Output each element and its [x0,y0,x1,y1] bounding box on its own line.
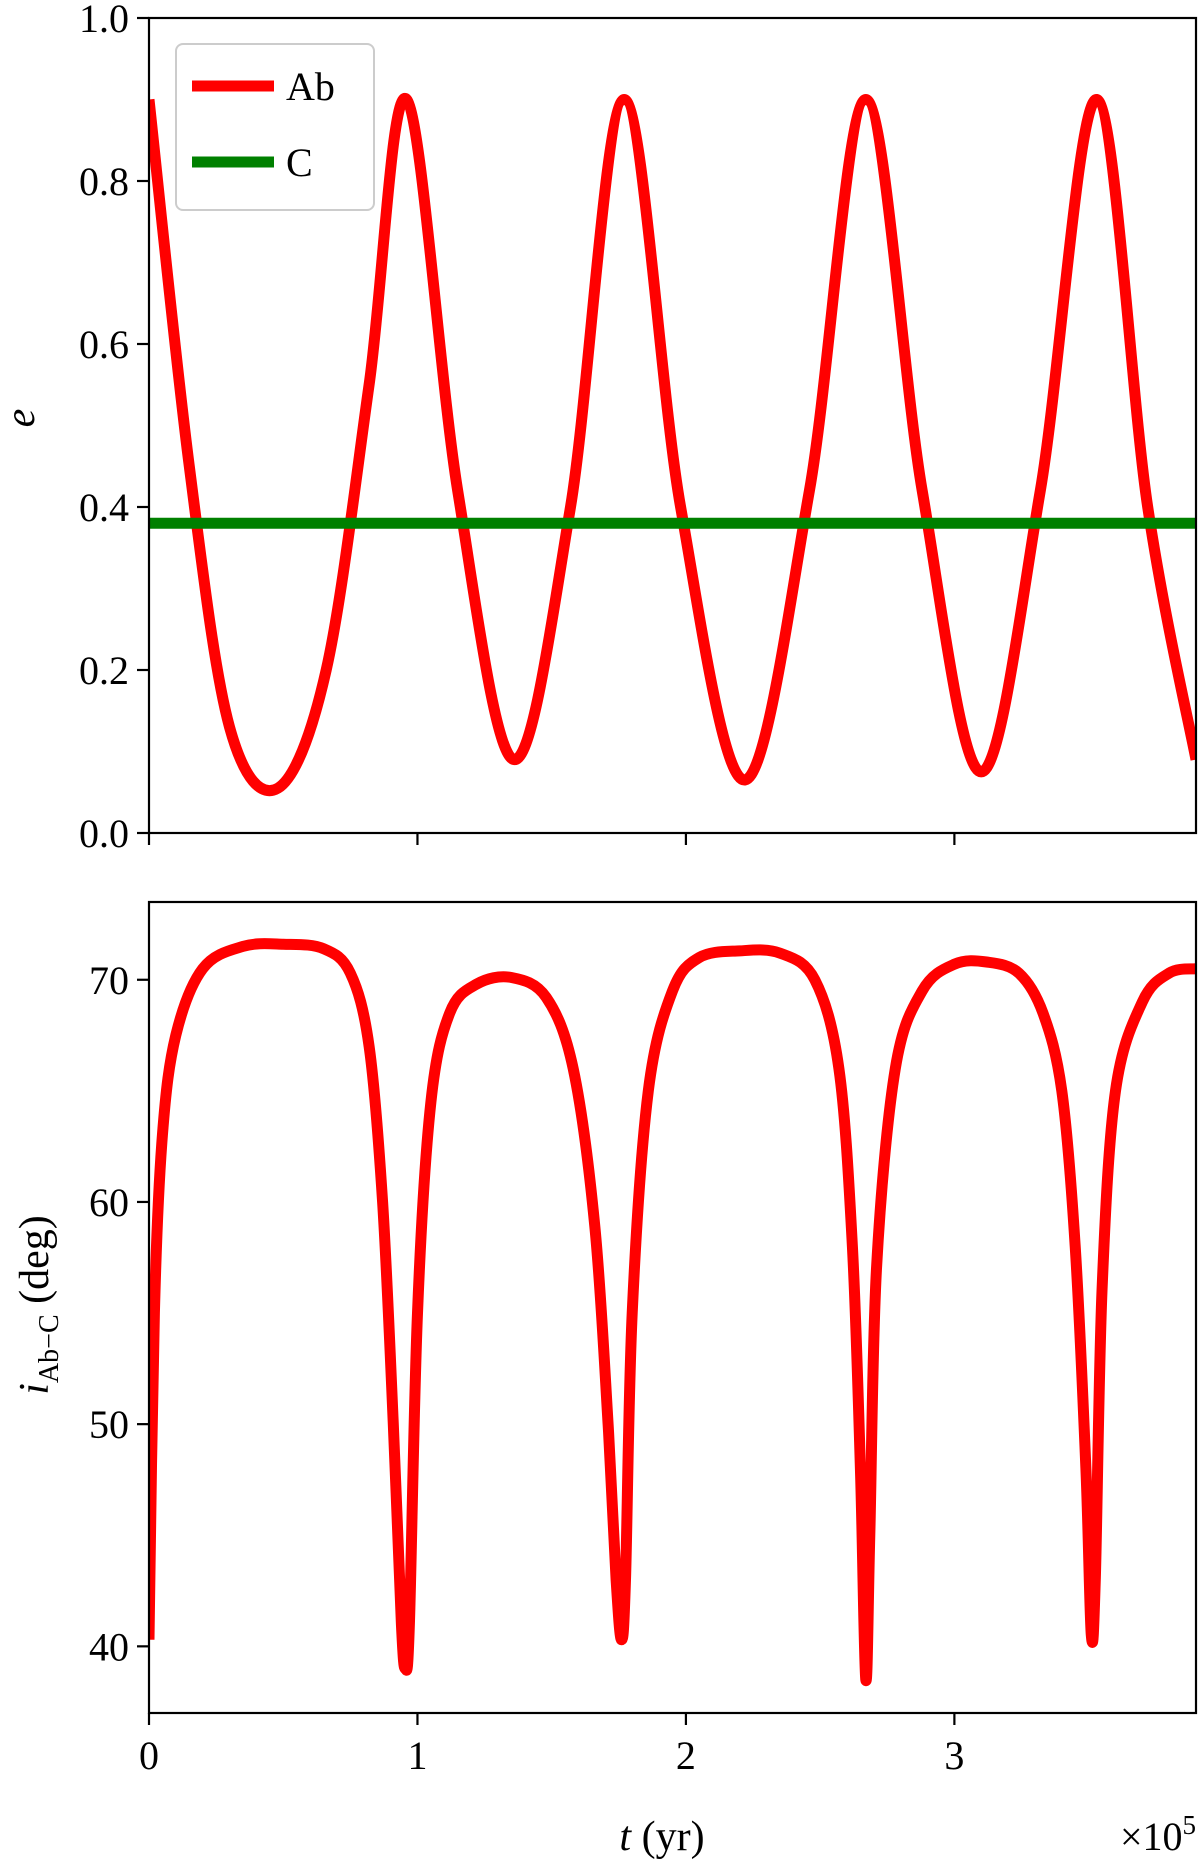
eccentricity-lines [149,93,1196,797]
legend-frame [175,43,375,211]
inclination-series-ab [149,938,1196,1687]
eccentricity-axes: 0.0 0.2 0.4 0.6 0.8 1.0 [79,0,1198,856]
legend-label-c: C [286,140,313,185]
eccentricity-series-ab [149,93,1196,797]
inclination-y-tick-label: 60 [89,1180,129,1225]
eccentricity-y-axis-label: e [0,409,44,428]
eccentricity-y-tick-label: 0.0 [79,811,129,856]
inclination-y-axis-label: iAb−C (deg) [12,1215,65,1394]
legend-label-ab: Ab [286,64,335,109]
inclination-y-tick-label: 70 [89,958,129,1003]
eccentricity-y-tick-label: 0.4 [79,485,129,530]
eccentricity-y-tick-label: 0.8 [79,159,129,204]
inclination-x-tick-label: 1 [407,1733,427,1778]
inclination-panel: 0 1 2 3 40 50 60 70 iAb−C (deg) t (yr) ×105 [12,900,1198,1860]
time-x-axis-label: t (yr) [619,1814,704,1860]
eccentricity-panel: 0.0 0.2 0.4 0.6 0.8 1.0 e Ab C [0,0,1198,856]
inclination-y-tick-label: 40 [89,1624,129,1669]
inclination-x-tick-label: 3 [944,1733,964,1778]
eccentricity-plot-frame [147,16,1198,835]
inclination-x-tick-label: 0 [139,1733,159,1778]
inclination-axes: 0 1 2 3 40 50 60 70 [89,900,1198,1778]
eccentricity-y-tick-label: 1.0 [79,0,129,41]
legend: Ab C [175,43,375,211]
inclination-x-tick-label: 2 [676,1733,696,1778]
inclination-plot-frame [147,900,1198,1715]
eccentricity-y-tick-label: 0.2 [79,648,129,693]
inclination-lines [149,938,1196,1687]
x-axis-multiplier: ×105 [1120,1810,1196,1859]
inclination-y-tick-label: 50 [89,1402,129,1447]
eccentricity-y-tick-label: 0.6 [79,322,129,367]
